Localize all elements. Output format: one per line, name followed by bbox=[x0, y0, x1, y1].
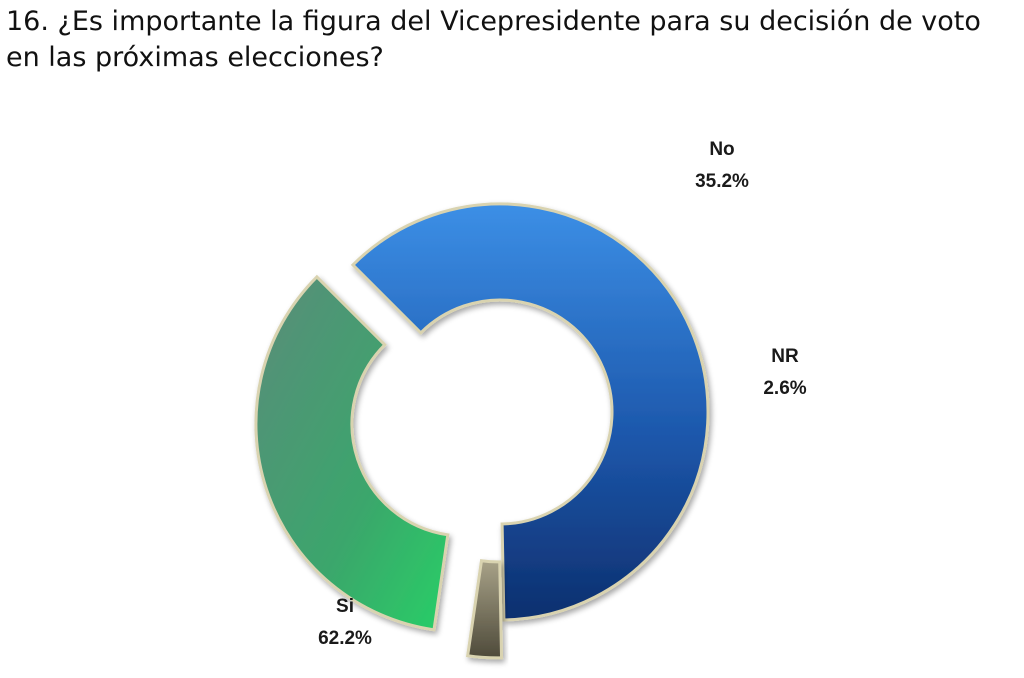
slice-value-no: 35.2% bbox=[695, 171, 749, 192]
donut-slice-si bbox=[350, 202, 710, 622]
slices-layer bbox=[254, 202, 710, 660]
slice-label-si: Si bbox=[336, 596, 354, 617]
donut-slice-nr bbox=[465, 559, 504, 660]
labels-layer: Si 62.2% NR 2.6% No 35.2% bbox=[318, 139, 807, 649]
slice-value-nr: 2.6% bbox=[763, 378, 806, 399]
donut-slice-no bbox=[254, 274, 450, 632]
slice-value-si: 62.2% bbox=[318, 628, 372, 649]
slice-label-no: No bbox=[709, 139, 734, 160]
slice-label-nr: NR bbox=[771, 346, 799, 367]
chart-title: 16. ¿Es importante la figura del Vicepre… bbox=[6, 6, 981, 73]
